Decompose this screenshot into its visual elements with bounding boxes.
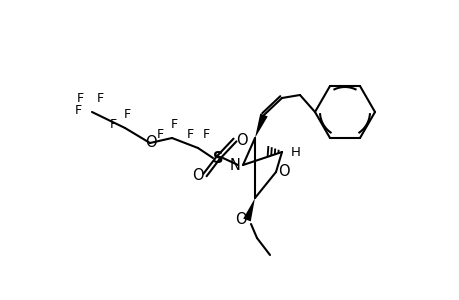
Text: N: N	[229, 158, 240, 172]
Text: F: F	[123, 107, 130, 121]
Text: F: F	[74, 103, 81, 116]
Text: F: F	[186, 128, 193, 140]
Text: F: F	[76, 92, 84, 104]
Text: F: F	[96, 92, 103, 104]
Polygon shape	[254, 113, 267, 138]
Text: F: F	[202, 128, 209, 140]
Polygon shape	[243, 198, 254, 221]
Text: O: O	[278, 164, 289, 179]
Text: S: S	[212, 151, 223, 166]
Text: F: F	[109, 118, 116, 130]
Text: O: O	[235, 133, 247, 148]
Text: F: F	[170, 118, 177, 130]
Text: O: O	[235, 212, 246, 227]
Text: F: F	[156, 128, 163, 140]
Text: O: O	[145, 134, 157, 149]
Text: H: H	[291, 146, 300, 158]
Text: O: O	[192, 167, 203, 182]
